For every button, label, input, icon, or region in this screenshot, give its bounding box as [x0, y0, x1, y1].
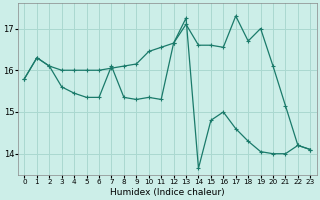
X-axis label: Humidex (Indice chaleur): Humidex (Indice chaleur) — [110, 188, 225, 197]
